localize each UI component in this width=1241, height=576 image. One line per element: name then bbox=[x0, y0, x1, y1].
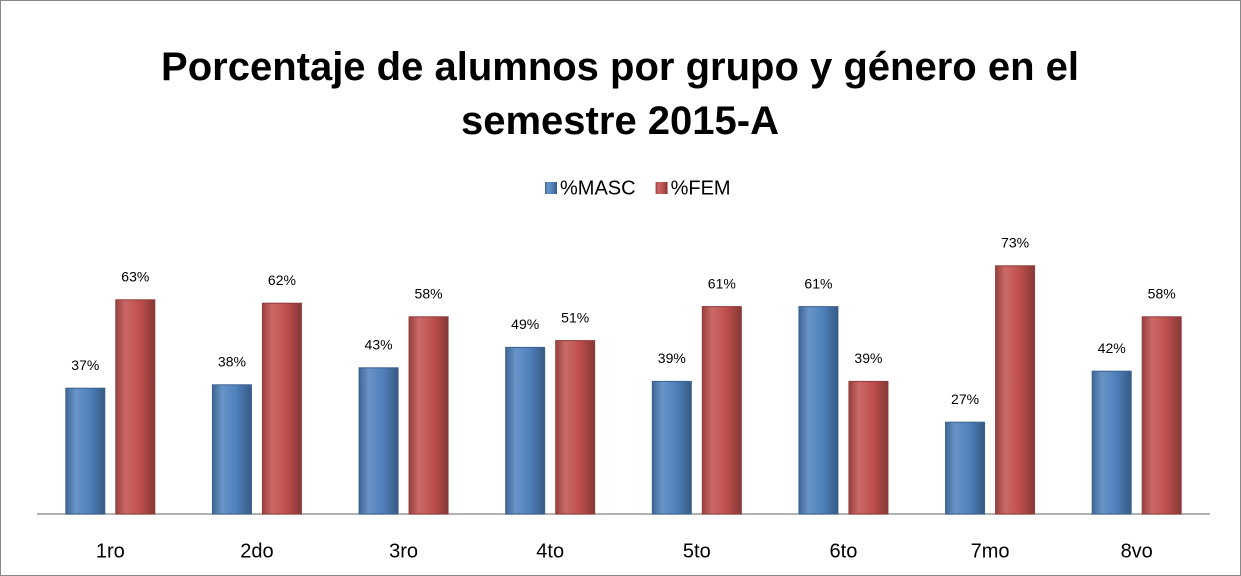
bar bbox=[65, 387, 106, 515]
value-label: 49% bbox=[511, 316, 539, 332]
bar bbox=[358, 367, 399, 515]
legend-label: %MASC bbox=[560, 177, 636, 199]
legend-swatch bbox=[655, 182, 668, 194]
x-tick-label: 6to bbox=[830, 540, 858, 562]
value-label: 58% bbox=[415, 286, 443, 302]
bar bbox=[651, 380, 692, 515]
x-tick-label: 2do bbox=[240, 540, 273, 562]
bar bbox=[848, 380, 889, 515]
value-label: 39% bbox=[658, 350, 686, 366]
bar bbox=[1091, 370, 1132, 515]
bar bbox=[555, 340, 596, 515]
chart-title: Porcentaje de alumnos por grupo y género… bbox=[161, 45, 1079, 143]
value-label: 43% bbox=[365, 337, 393, 353]
bar bbox=[505, 346, 546, 515]
bar bbox=[115, 299, 156, 515]
value-label: 51% bbox=[561, 309, 589, 325]
x-tick-label: 7mo bbox=[971, 540, 1010, 562]
value-label: 63% bbox=[121, 269, 149, 285]
bar bbox=[945, 421, 986, 515]
bar bbox=[701, 306, 742, 515]
bar bbox=[408, 316, 449, 515]
bar bbox=[995, 265, 1036, 515]
x-tick-label: 1ro bbox=[96, 540, 125, 562]
value-label: 37% bbox=[71, 357, 99, 373]
value-label: 61% bbox=[804, 275, 832, 291]
bar bbox=[1141, 316, 1182, 515]
x-tick-label: 5to bbox=[683, 540, 711, 562]
x-tick-label: 8vo bbox=[1121, 540, 1153, 562]
x-tick-label: 4to bbox=[536, 540, 564, 562]
value-label: 58% bbox=[1148, 286, 1176, 302]
bar bbox=[211, 384, 252, 515]
value-label: 61% bbox=[708, 275, 736, 291]
legend-label: %FEM bbox=[671, 177, 731, 199]
value-label: 73% bbox=[1001, 235, 1029, 251]
value-label: 38% bbox=[218, 354, 246, 370]
value-label: 27% bbox=[951, 391, 979, 407]
bar bbox=[798, 306, 839, 515]
value-label: 39% bbox=[854, 350, 882, 366]
x-tick-label: 3ro bbox=[389, 540, 418, 562]
legend-swatch bbox=[545, 182, 557, 194]
value-label: 62% bbox=[268, 272, 296, 288]
bar bbox=[261, 302, 302, 515]
value-label: 42% bbox=[1098, 340, 1126, 356]
